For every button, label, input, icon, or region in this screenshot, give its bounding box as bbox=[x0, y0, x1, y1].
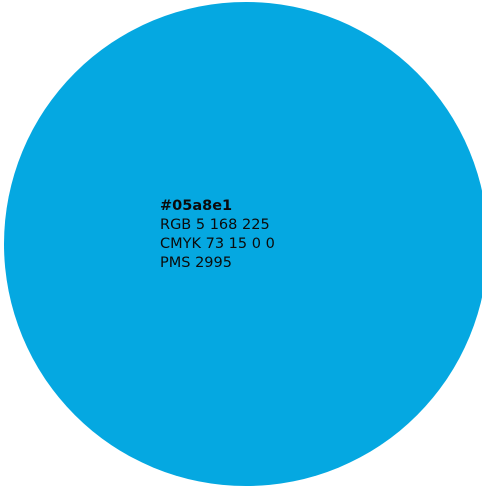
pms-value: PMS 2995 bbox=[160, 255, 232, 271]
rgb-value: RGB 5 168 225 bbox=[160, 217, 270, 233]
hex-value: #05a8e1 bbox=[160, 198, 233, 214]
color-swatch-circle bbox=[4, 2, 482, 486]
cmyk-value: CMYK 73 15 0 0 bbox=[160, 236, 275, 252]
color-info: #05a8e1 RGB 5 168 225 CMYK 73 15 0 0 PMS… bbox=[160, 197, 275, 273]
